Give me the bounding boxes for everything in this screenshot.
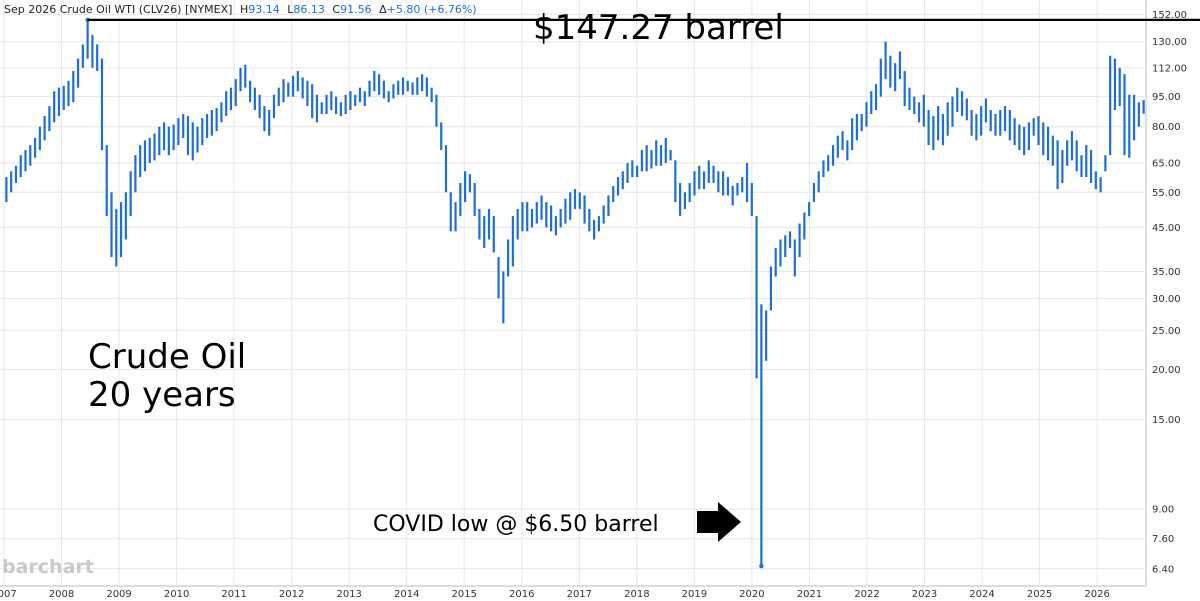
y-tick-label: 112.00 xyxy=(1152,63,1187,74)
y-tick-label: 65.00 xyxy=(1152,159,1181,170)
y-tick-label: 30.00 xyxy=(1152,294,1181,305)
x-tick-label: 2014 xyxy=(394,589,419,600)
x-tick-label: 2007 xyxy=(0,589,17,600)
price-bars xyxy=(5,17,1145,569)
y-axis: 152.00 130.00 112.00 95.00 80.00 65.00 55.00 45… xyxy=(1152,10,1187,575)
x-tick-label: 2024 xyxy=(969,589,994,600)
x-tick-label: 2021 xyxy=(797,589,822,600)
y-tick-label: 35.00 xyxy=(1152,267,1181,278)
chart-title-line2: 20 years xyxy=(88,375,236,415)
x-tick-label: 2010 xyxy=(164,589,189,600)
x-tick-label: 2011 xyxy=(221,589,246,600)
header-high-value: 93.14 xyxy=(248,3,280,16)
x-axis: 2007 2008 2009 2010 2011 2012 2013 2014 2015 2016… xyxy=(0,589,1110,600)
y-tick-label: 6.40 xyxy=(1152,564,1174,575)
right-arrow-icon xyxy=(697,502,741,542)
header-low-label: L xyxy=(287,3,294,16)
header-high-label: H xyxy=(240,3,248,16)
x-tick-label: 2015 xyxy=(452,589,477,600)
header-change-value: +5.80 (+6.76%) xyxy=(387,3,477,16)
y-tick-label: 80.00 xyxy=(1152,122,1181,133)
x-tick-label: 2017 xyxy=(567,589,592,600)
logo-text: barchart xyxy=(2,556,94,578)
header-close-label: C xyxy=(332,3,340,16)
x-tick-label: 2026 xyxy=(1084,589,1109,600)
x-tick-label: 2023 xyxy=(912,589,937,600)
x-tick-label: 2020 xyxy=(739,589,764,600)
y-tick-label: 95.00 xyxy=(1152,92,1181,103)
x-tick-label: 2009 xyxy=(106,589,131,600)
covid-low-annotation: COVID low @ $6.50 barrel xyxy=(373,512,659,537)
high-price-annotation: $147.27 barrel xyxy=(533,8,784,48)
y-tick-label: 20.00 xyxy=(1152,365,1181,376)
header-change-label: Δ xyxy=(379,3,387,16)
y-tick-label: 9.00 xyxy=(1152,505,1174,516)
y-tick-label: 7.60 xyxy=(1152,534,1174,545)
header-symbol: Sep 2026 Crude Oil WTI (CLV26) [NYMEX] xyxy=(4,3,232,16)
x-tick-label: 2022 xyxy=(854,589,879,600)
y-tick-label: 25.00 xyxy=(1152,326,1181,337)
x-tick-label: 2016 xyxy=(509,589,534,600)
header-low-value: 86.13 xyxy=(293,3,325,16)
x-tick-label: 2008 xyxy=(49,589,74,600)
y-tick-label: 45.00 xyxy=(1152,223,1181,234)
y-tick-label: 15.00 xyxy=(1152,415,1181,426)
grid-layer xyxy=(0,0,1147,587)
chart-title-line1: Crude Oil xyxy=(88,337,246,377)
x-tick-label: 2013 xyxy=(336,589,361,600)
x-tick-label: 2018 xyxy=(624,589,649,600)
x-tick-label: 2019 xyxy=(682,589,707,600)
chart-header: Sep 2026 Crude Oil WTI (CLV26) [NYMEX] H… xyxy=(4,3,477,16)
x-tick-label: 2012 xyxy=(279,589,304,600)
x-tick-label: 2025 xyxy=(1027,589,1052,600)
header-close-value: 91.56 xyxy=(340,3,372,16)
y-tick-label: 55.00 xyxy=(1152,188,1181,199)
y-tick-label: 152.00 xyxy=(1152,10,1187,21)
low-marker xyxy=(759,563,764,569)
barchart-logo: barchart xyxy=(2,556,94,578)
y-tick-label: 130.00 xyxy=(1152,37,1187,48)
